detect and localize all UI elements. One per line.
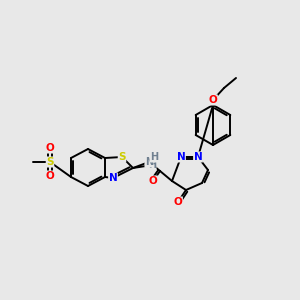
Text: O: O <box>46 143 54 153</box>
Text: S: S <box>118 152 126 162</box>
Text: O: O <box>46 171 54 181</box>
Text: N: N <box>194 152 202 162</box>
Text: H: H <box>150 152 158 162</box>
Text: O: O <box>148 176 158 186</box>
Text: N: N <box>145 157 153 167</box>
Text: O: O <box>208 95 217 105</box>
Text: H: H <box>148 160 156 170</box>
Text: N: N <box>109 173 117 183</box>
Text: N: N <box>177 152 185 162</box>
Text: S: S <box>46 157 54 167</box>
Text: O: O <box>174 197 182 207</box>
